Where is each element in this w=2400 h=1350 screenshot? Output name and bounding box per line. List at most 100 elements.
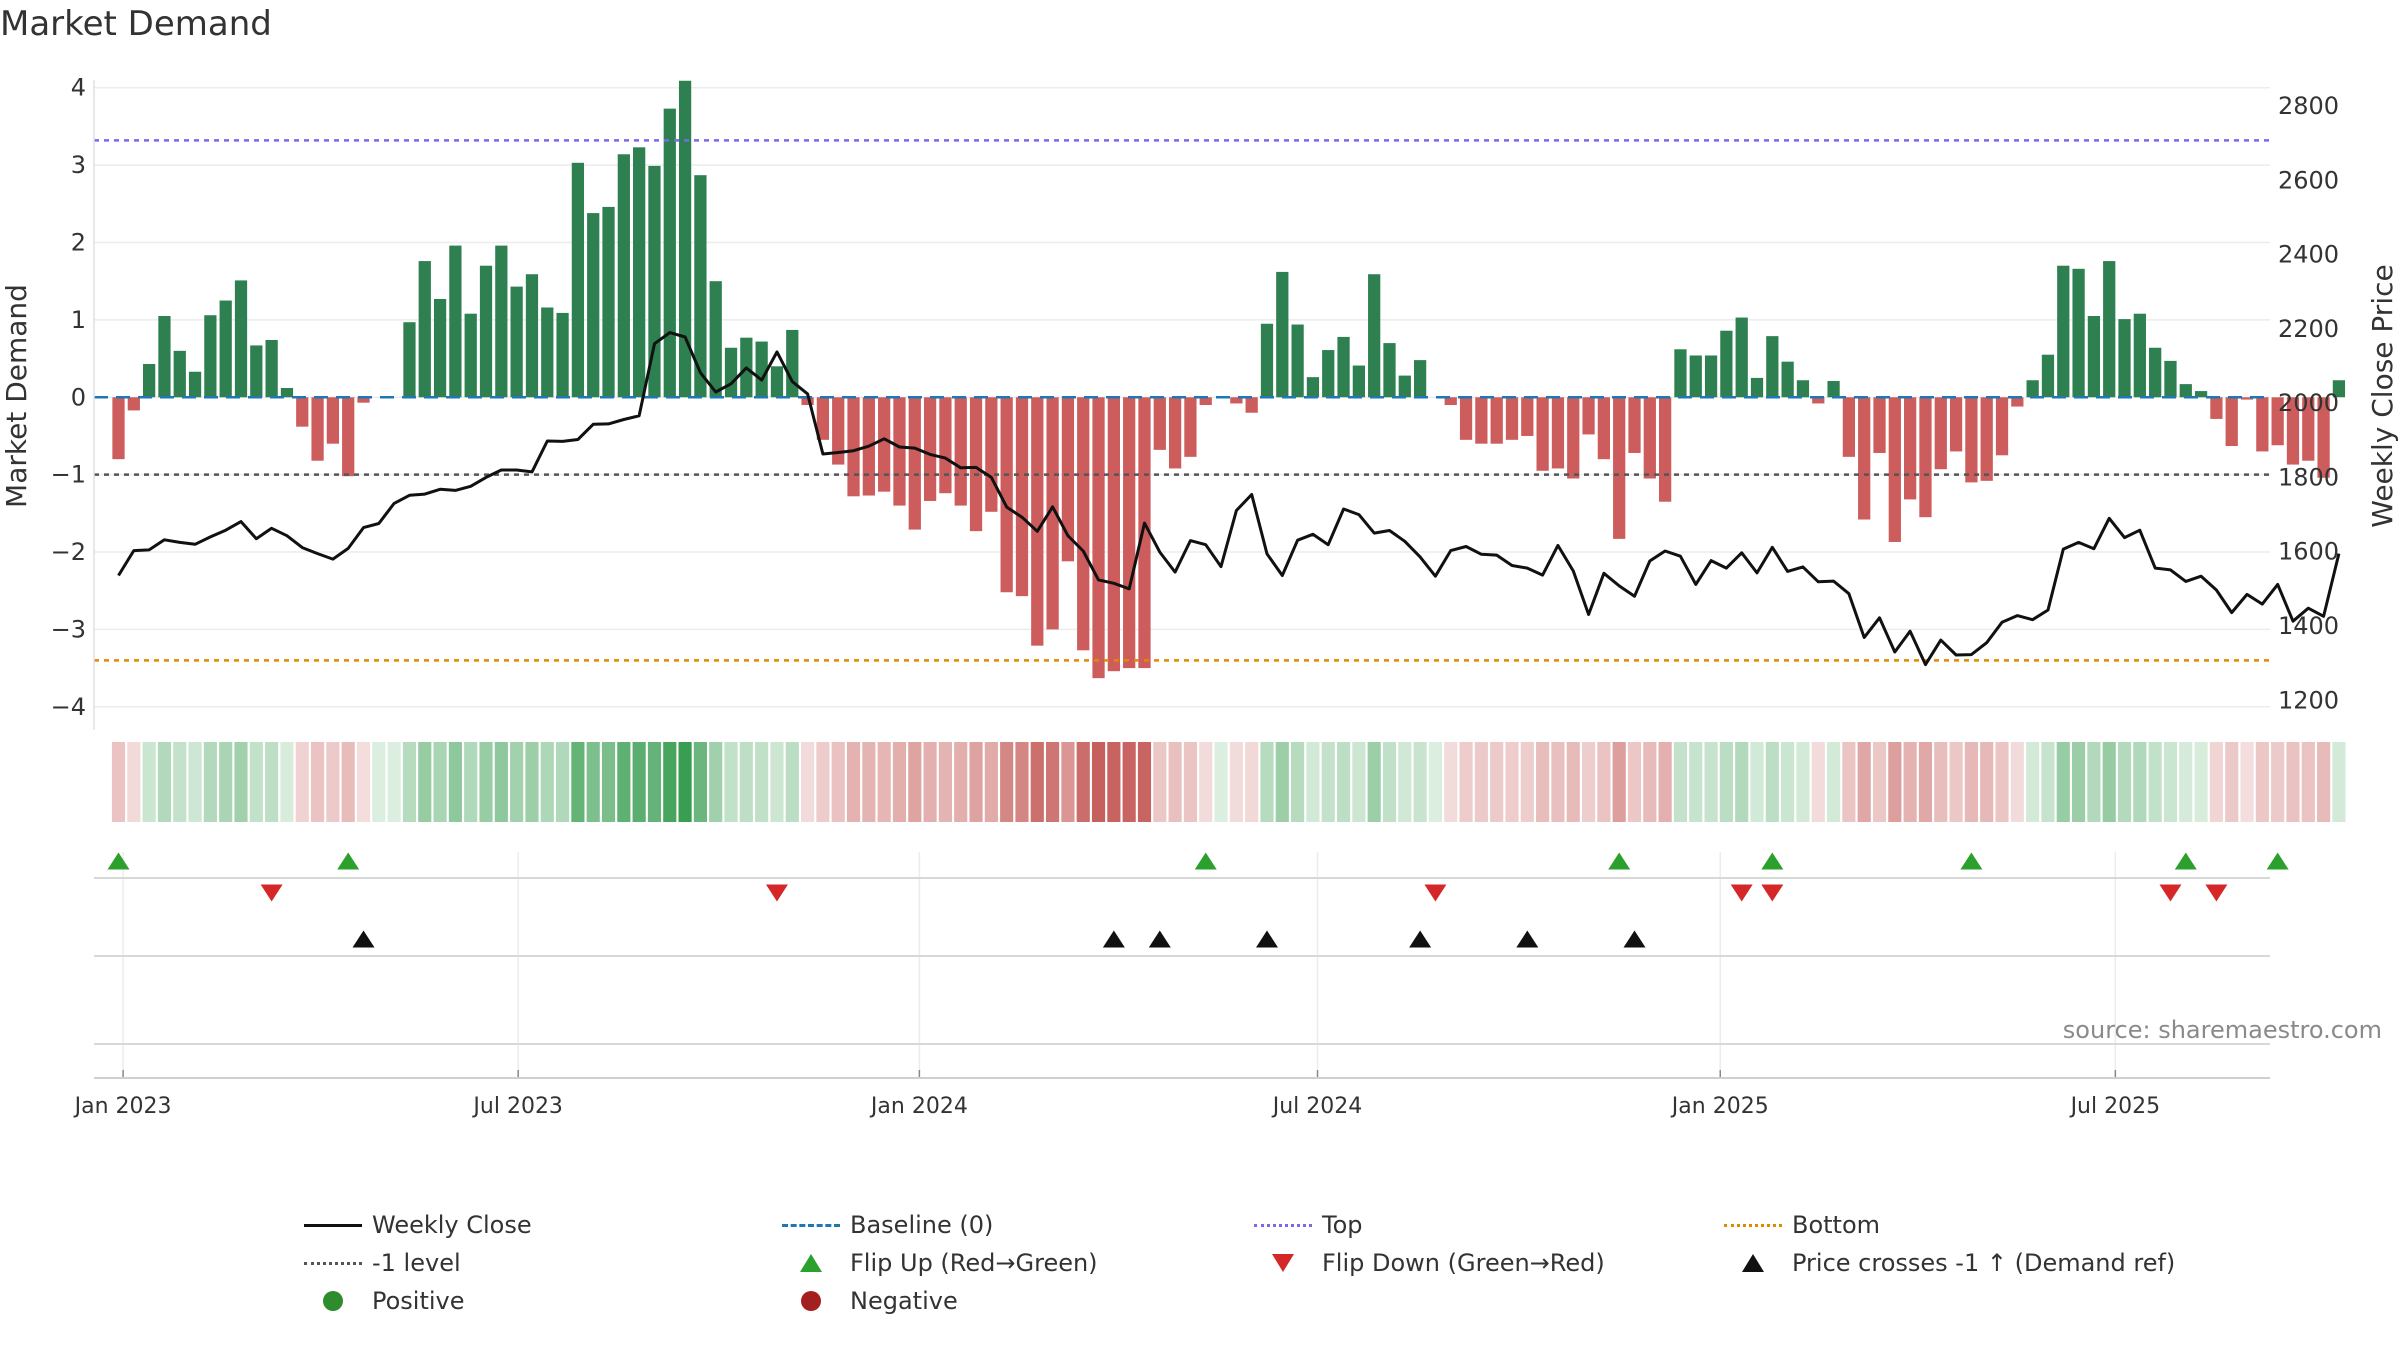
heat-strip-cell <box>923 742 937 822</box>
demand-bar <box>1582 397 1595 435</box>
heat-strip-cell <box>295 742 309 822</box>
heat-strip-cell <box>785 742 799 822</box>
heat-strip-cell <box>1750 742 1764 822</box>
demand-bar <box>2026 380 2039 398</box>
demand-bar <box>1123 397 1136 669</box>
y2-tick-label: 2800 <box>2278 92 2339 120</box>
demand-bar <box>1750 377 1764 398</box>
x-tick-label: Jul 2024 <box>1271 1094 1363 1119</box>
demand-bar <box>1934 397 1947 470</box>
heat-strip-cell <box>1382 742 1397 822</box>
x-tick-label: Jan 2023 <box>73 1094 172 1119</box>
demand-bar <box>1689 355 1702 398</box>
heat-strip-cell <box>2301 742 2315 822</box>
demand-bar <box>357 397 370 403</box>
flip-down-marker <box>1761 884 1784 902</box>
legend-label: -1 level <box>372 1249 461 1277</box>
heat-strip-cell <box>1765 742 1779 822</box>
heat-strip-cell <box>770 742 784 822</box>
heat-strip-cell <box>1995 742 2009 822</box>
legend-label: Negative <box>850 1287 958 1315</box>
demand-bar <box>342 397 355 477</box>
heat-strip-cell <box>372 742 386 822</box>
demand-bars <box>112 80 2346 679</box>
heat-strip-cell <box>617 742 631 822</box>
demand-bar <box>2041 354 2055 398</box>
demand-bar <box>1368 274 1381 398</box>
demand-bar <box>1858 397 1871 520</box>
demand-bar <box>2179 384 2192 398</box>
heat-strip-cell <box>188 742 202 822</box>
heat-strip-cell <box>1857 742 1871 822</box>
flip-up-marker <box>2174 852 2197 870</box>
demand-bar <box>1980 397 1993 481</box>
demand-bar <box>250 345 263 398</box>
heat-strip-cell <box>1428 742 1443 822</box>
price-line-group <box>117 331 2341 667</box>
negative-dot-icon <box>801 1291 821 1311</box>
price-cross-marker <box>1516 930 1539 948</box>
heat-strip-cell <box>1459 742 1473 822</box>
heat-strip-cell <box>1367 742 1381 822</box>
demand-bar <box>1888 397 1901 542</box>
legend-item-baseline: Baseline (0) <box>778 1208 993 1242</box>
demand-bar <box>832 397 845 465</box>
legend-label: Weekly Close <box>372 1211 532 1239</box>
heat-strip-cell <box>127 742 141 822</box>
heat-strip-cell <box>1704 742 1718 822</box>
heat-strip-cell <box>464 742 478 822</box>
demand-bar <box>1046 397 1059 630</box>
heat-strip-cell <box>2026 742 2040 822</box>
heat-strip-cell <box>1076 742 1090 822</box>
demand-bar <box>326 397 340 444</box>
heat-strip-cell <box>1949 742 1963 822</box>
heat-strip-cell <box>2332 742 2346 822</box>
heat-strip-cell <box>2133 742 2147 822</box>
heat-strip-cell <box>1673 742 1688 822</box>
legend-item-negative: Negative <box>778 1284 958 1318</box>
demand-bar <box>663 108 676 398</box>
heat-strip-cell <box>510 742 524 822</box>
heat-strip-cell <box>846 742 861 822</box>
heat-strip-cell <box>1260 742 1274 822</box>
demand-bar <box>1184 397 1197 457</box>
heat-strip-cell <box>954 742 968 822</box>
demand-bar <box>1965 397 1978 483</box>
heat-strip-cell <box>739 742 753 822</box>
demand-bar <box>1842 397 1856 457</box>
demand-bar <box>510 286 523 398</box>
demand-bar <box>709 281 722 398</box>
y2-tick-label: 1800 <box>2278 463 2339 491</box>
heat-strip-cell <box>1842 742 1856 822</box>
demand-bar <box>219 300 232 398</box>
demand-bar <box>1628 397 1641 453</box>
heat-strip-cell <box>418 742 432 822</box>
demand-bar <box>158 316 171 398</box>
demand-bar <box>571 162 585 398</box>
heat-strip-cell <box>525 742 539 822</box>
heat-strip-cell <box>1046 742 1060 822</box>
flip-up-marker <box>1761 852 1784 870</box>
demand-bar <box>173 350 186 398</box>
demand-bar <box>1138 397 1151 669</box>
legend-item-flip-up: Flip Up (Red→Green) <box>778 1246 1098 1280</box>
heat-strip-cell <box>1520 742 1534 822</box>
heat-strip-cell <box>2148 742 2162 822</box>
demand-bar <box>495 245 508 398</box>
heat-strip-cell <box>1612 742 1626 822</box>
demand-bar <box>541 307 554 398</box>
legend-item-minus-one: -1 level <box>300 1246 461 1280</box>
heat-strip-cell <box>2117 742 2132 822</box>
y-tick-label: 2 <box>71 229 86 257</box>
demand-bar <box>1199 397 1212 405</box>
heat-strip-cell <box>1000 742 1014 822</box>
demand-bar <box>1812 397 1825 404</box>
heat-strip-cell <box>540 742 554 822</box>
y-tick-label: 0 <box>71 383 86 411</box>
heat-strip-cell <box>2225 742 2239 822</box>
y2-tick-label: 1400 <box>2278 612 2339 640</box>
legend-label: Baseline (0) <box>850 1211 994 1239</box>
demand-bar <box>2210 397 2223 419</box>
demand-bar <box>1459 397 1473 440</box>
heat-strip-cell <box>984 742 998 822</box>
